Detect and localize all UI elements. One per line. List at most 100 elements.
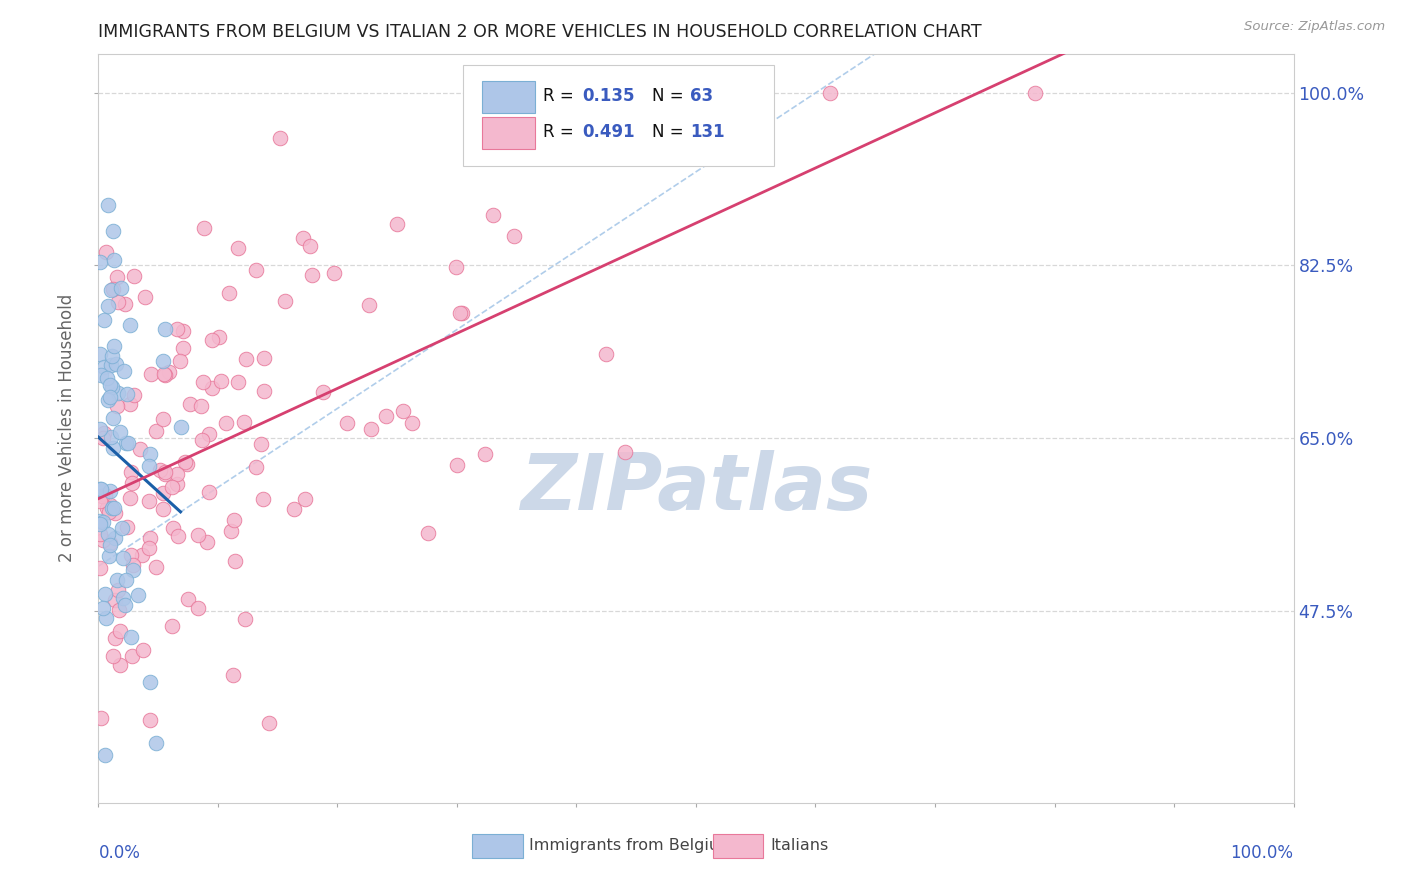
Point [503, 228, 526, 243]
Point [91, 431, 114, 445]
Point [139, 674, 162, 689]
Text: N =: N = [652, 123, 689, 141]
Point [139, 367, 162, 381]
Point [228, 241, 250, 255]
Point [96, 245, 118, 260]
Point [215, 416, 238, 430]
Point [98, 538, 121, 552]
Text: 0.0%: 0.0% [98, 844, 141, 862]
Point [108, 624, 131, 638]
Point [187, 528, 209, 542]
Point [222, 513, 245, 527]
Point [100, 358, 122, 372]
Text: R =: R = [543, 87, 579, 105]
Text: 0.491: 0.491 [582, 123, 636, 141]
Point [166, 476, 188, 491]
Point [446, 260, 468, 274]
Point [104, 593, 127, 607]
Text: Immigrants from Belgium: Immigrants from Belgium [529, 838, 734, 853]
Point [97, 526, 120, 541]
Point [145, 736, 167, 750]
Text: R =: R = [543, 123, 579, 141]
Point [323, 266, 346, 280]
Point [118, 491, 141, 505]
Point [179, 397, 201, 411]
Point [226, 375, 249, 389]
Point [233, 612, 256, 626]
Point [1024, 86, 1046, 100]
Point [221, 668, 243, 682]
Point [155, 467, 177, 481]
Text: Italians: Italians [770, 838, 828, 853]
Point [94, 611, 117, 625]
Point [89, 482, 111, 496]
Point [208, 329, 231, 343]
Point [198, 426, 221, 441]
Point [91, 533, 114, 547]
Point [120, 630, 142, 644]
Point [224, 554, 246, 568]
Point [201, 333, 224, 347]
Point [94, 587, 117, 601]
Point [145, 560, 167, 574]
Point [108, 603, 131, 617]
Point [103, 500, 125, 515]
Point [152, 502, 174, 516]
Point [104, 631, 127, 645]
Point [107, 386, 129, 401]
Point [152, 354, 174, 368]
Point [112, 364, 135, 378]
Point [120, 397, 142, 411]
FancyBboxPatch shape [482, 81, 534, 112]
Point [122, 558, 145, 572]
Point [155, 322, 177, 336]
Point [198, 484, 221, 499]
Point [118, 318, 141, 333]
Point [245, 460, 267, 475]
Point [152, 412, 174, 426]
Point [283, 502, 305, 516]
Point [172, 325, 194, 339]
Point [166, 529, 188, 543]
Point [257, 715, 280, 730]
Point [152, 486, 174, 500]
Point [117, 436, 139, 450]
Point [93, 426, 115, 441]
Point [104, 531, 127, 545]
Point [172, 341, 194, 355]
Point [418, 526, 440, 541]
Point [218, 286, 240, 301]
Point [138, 541, 160, 555]
Point [235, 351, 257, 366]
Point [115, 436, 138, 450]
Point [131, 548, 153, 562]
Point [191, 434, 214, 448]
Point [132, 643, 155, 657]
Text: ZIPatlas: ZIPatlas [520, 450, 872, 526]
Point [157, 365, 180, 379]
Point [111, 591, 134, 606]
Point [91, 601, 114, 615]
Point [101, 648, 124, 663]
Point [103, 224, 125, 238]
Point [97, 300, 120, 314]
Point [201, 381, 224, 395]
Point [89, 346, 111, 360]
Point [89, 494, 111, 508]
Point [375, 409, 398, 423]
Point [401, 417, 423, 431]
Point [153, 368, 176, 383]
Point [177, 592, 200, 607]
Point [98, 483, 121, 498]
Point [100, 391, 122, 405]
Point [104, 357, 127, 371]
Point [105, 399, 128, 413]
Point [253, 384, 276, 398]
Text: 0.135: 0.135 [582, 87, 636, 105]
Point [169, 419, 191, 434]
Point [138, 494, 160, 508]
Point [134, 290, 156, 304]
Point [90, 489, 112, 503]
Point [114, 598, 136, 612]
Point [152, 368, 174, 382]
